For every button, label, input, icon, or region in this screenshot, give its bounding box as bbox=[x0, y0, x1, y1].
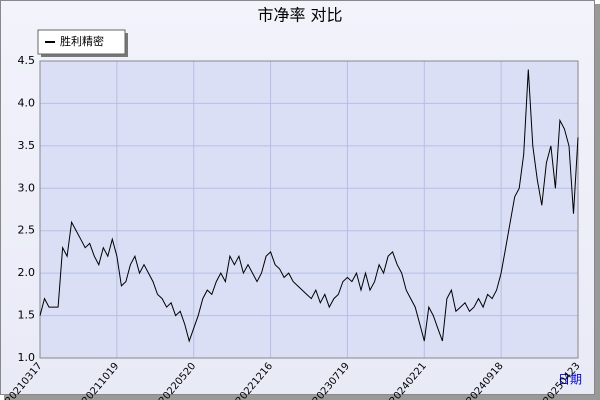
shadow bbox=[595, 4, 600, 400]
chart-title: 市净率 对比 bbox=[257, 6, 342, 25]
y-tick-label: 3.0 bbox=[18, 181, 36, 194]
plot-area bbox=[40, 61, 578, 358]
plot-border bbox=[39, 60, 579, 359]
y-tick-label: 1.0 bbox=[18, 351, 36, 364]
y-tick-label: 4.0 bbox=[18, 96, 36, 109]
x-axis-label: 日期 bbox=[558, 373, 582, 387]
legend bbox=[37, 29, 126, 55]
y-tick-label: 1.5 bbox=[18, 309, 36, 322]
y-tick-label: 3.5 bbox=[18, 139, 36, 152]
shadow bbox=[4, 395, 600, 400]
y-tick-label: 2.5 bbox=[18, 224, 36, 237]
line-series bbox=[39, 69, 579, 343]
legend-label: 胜利精密 bbox=[60, 34, 104, 48]
y-tick-label: 2.0 bbox=[18, 266, 36, 279]
y-tick-label: 4.5 bbox=[18, 54, 36, 67]
